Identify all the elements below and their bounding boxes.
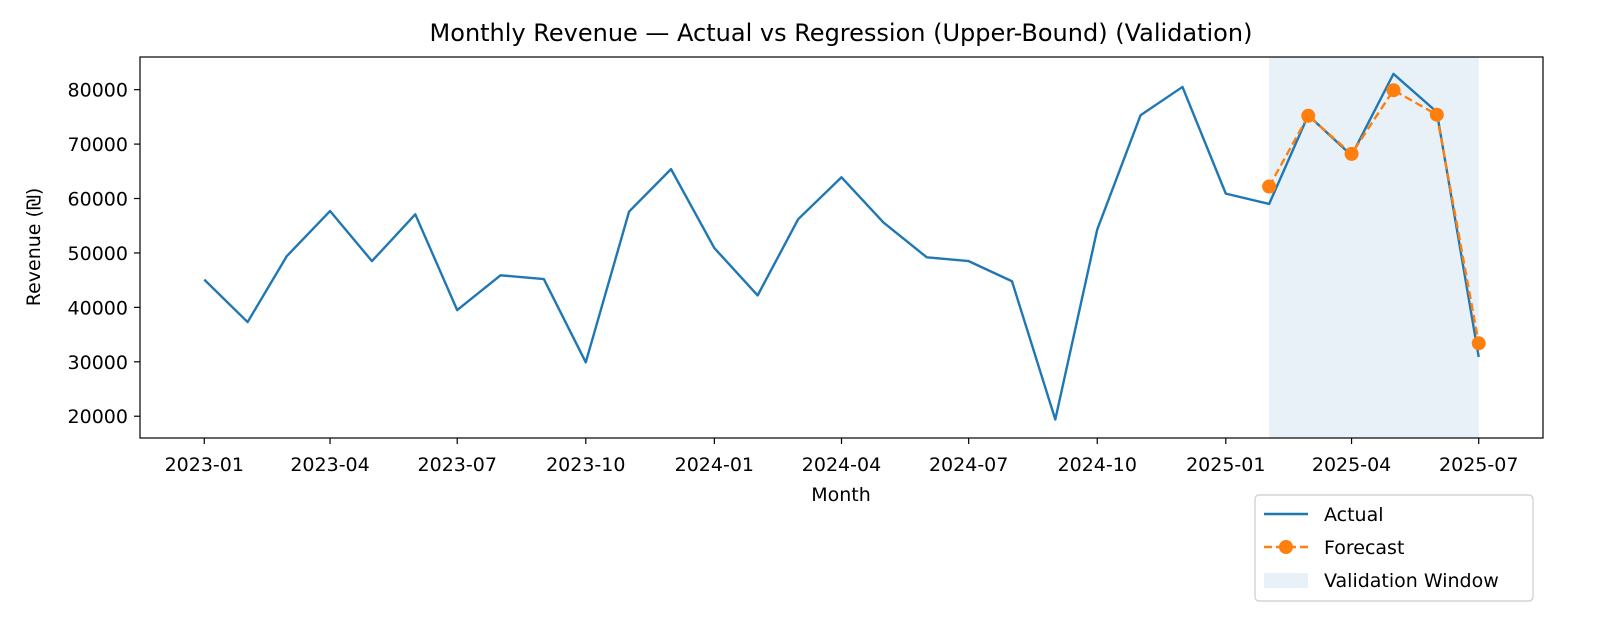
- legend-forecast-label: Forecast: [1324, 537, 1404, 559]
- forecast-point-2025-02: [1262, 179, 1277, 194]
- x-tick-label-2023-04: 2023-04: [290, 454, 369, 476]
- forecast-line: [1268, 88, 1480, 344]
- legend-validation-swatch: [1264, 573, 1308, 588]
- forecast-point-2025-07: [1471, 336, 1486, 351]
- forecast-point-2025-06: [1429, 107, 1444, 122]
- legend-forecast-marker: [1279, 540, 1293, 554]
- y-tick-label-60000: 60000: [68, 189, 128, 211]
- actual-line: [203, 72, 1480, 421]
- legend: Actual Forecast Validation Window: [1254, 494, 1534, 602]
- x-tick-label-2024-04: 2024-04: [802, 454, 881, 476]
- x-tick-label-2023-10: 2023-10: [546, 454, 625, 476]
- plot-area: [139, 56, 1544, 439]
- legend-validation-label: Validation Window: [1324, 570, 1499, 592]
- x-axis: 2023-01 2023-04 2023-07 2023-10 2024-01 2024-…: [165, 438, 1518, 476]
- forecast-point-2025-04: [1344, 146, 1359, 161]
- y-tick-label-70000: 70000: [68, 134, 128, 156]
- x-tick-label-2025-07: 2025-07: [1439, 454, 1518, 476]
- y-axis: 20000 30000 40000 50000 60000 70000 80000: [68, 80, 140, 428]
- y-tick-label-50000: 50000: [68, 243, 128, 265]
- x-tick-label-2024-01: 2024-01: [675, 454, 754, 476]
- y-tick-label-80000: 80000: [68, 80, 128, 102]
- legend-frame: [1254, 494, 1534, 602]
- x-tick-label-2024-07: 2024-07: [929, 454, 1008, 476]
- y-axis-label: Revenue (₪): [23, 188, 45, 307]
- forecast-point-2025-05: [1386, 83, 1401, 98]
- x-tick-label-2025-01: 2025-01: [1186, 454, 1265, 476]
- y-tick-label-20000: 20000: [68, 406, 128, 428]
- y-tick-label-40000: 40000: [68, 297, 128, 319]
- series-layer: [203, 72, 1486, 421]
- chart-title: Monthly Revenue — Actual vs Regression (…: [430, 19, 1253, 47]
- legend-actual-label: Actual: [1324, 504, 1384, 526]
- y-tick-label-30000: 30000: [68, 352, 128, 374]
- forecast-point-2025-03: [1301, 108, 1316, 123]
- x-tick-label-2024-10: 2024-10: [1058, 454, 1137, 476]
- x-tick-label-2023-07: 2023-07: [418, 454, 497, 476]
- x-tick-label-2023-01: 2023-01: [165, 454, 244, 476]
- x-tick-label-2025-04: 2025-04: [1312, 454, 1391, 476]
- x-axis-label: Month: [811, 484, 871, 506]
